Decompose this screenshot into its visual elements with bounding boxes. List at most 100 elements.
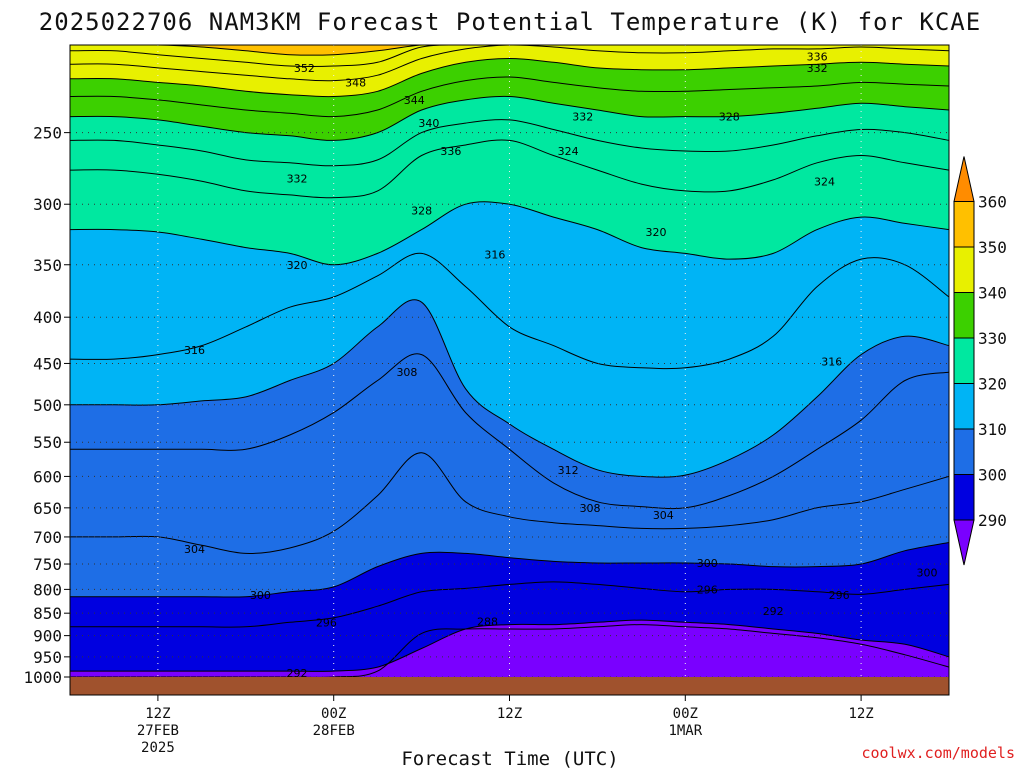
contour-label: 332 [287, 173, 308, 186]
isentrope-336 [70, 76, 949, 118]
y-tick-label: 1000 [23, 668, 62, 687]
isentrope-352 [70, 45, 949, 56]
contour-label: 316 [821, 356, 842, 369]
y-tick-label: 800 [33, 580, 62, 599]
y-tick-label: 750 [33, 555, 62, 574]
y-tick-label: 350 [33, 256, 62, 275]
ground-surface [70, 677, 949, 695]
y-tick-label: 450 [33, 354, 62, 373]
contour-label: 348 [345, 76, 366, 89]
isentrope-348 [70, 45, 949, 67]
colorbar-label: 310 [978, 420, 1007, 439]
isentrope-332 [70, 95, 949, 141]
contour-label: 296 [829, 589, 850, 602]
contour-label: 320 [287, 259, 308, 272]
contour-label: 300 [917, 566, 938, 579]
colorbar-segment [953, 246, 975, 293]
colorbar-segment [953, 292, 975, 339]
colorbar-segment [953, 428, 975, 475]
colorbar-segment [953, 383, 975, 430]
contour-label: 352 [294, 62, 315, 75]
isentrope-292 [70, 619, 949, 672]
y-tick-label: 500 [33, 396, 62, 415]
isentrope-340 [70, 57, 949, 98]
potential-temperature-fill [70, 45, 949, 678]
isentrope-contours [70, 45, 949, 678]
contour-label: 304 [653, 509, 674, 522]
y-tick-label: 600 [33, 467, 62, 486]
isentrope-300 [70, 542, 949, 598]
y-tick-label: 850 [33, 604, 62, 623]
colorbar-label: 290 [978, 511, 1007, 530]
colorbar-segment [953, 201, 975, 248]
contour-labels: 3523483443403363323283203163163163083123… [184, 51, 938, 680]
x-tick-label: 2025 [141, 740, 175, 756]
y-tick-label: 650 [33, 499, 62, 518]
contour-label: 324 [558, 145, 579, 158]
y-tick-label: 400 [33, 308, 62, 327]
y-tick-label: 950 [33, 648, 62, 667]
colorbar-triangle-high [953, 156, 975, 202]
isentrope-304 [70, 452, 949, 554]
isentrope-316 [70, 252, 949, 370]
contour-label: 316 [484, 249, 505, 262]
contour-label: 340 [418, 117, 439, 130]
x-tick-label: 12Z [497, 706, 522, 722]
credit-link[interactable]: coolwx.com/models [861, 744, 1015, 762]
chart-title: 2025022706 NAM3KM Forecast Potential Tem… [39, 8, 981, 36]
contour-label: 312 [558, 464, 579, 477]
x-tick-label: 1MAR [668, 723, 702, 739]
isentrope-296 [70, 581, 949, 628]
x-tick-label: 28FEB [313, 723, 355, 739]
colorbar-label: 360 [978, 193, 1007, 212]
contour-label: 300 [697, 557, 718, 570]
contour-label: 292 [763, 605, 784, 618]
isentrope-312 [70, 299, 949, 478]
x-tick-label: 27FEB [137, 723, 179, 739]
x-tick-label: 12Z [145, 706, 170, 722]
contour-label: 324 [814, 175, 835, 188]
y-tick-label: 900 [33, 627, 62, 646]
ground-bar [70, 677, 949, 695]
contour-label: 292 [287, 667, 308, 680]
contour-label: 308 [580, 502, 601, 515]
x-tick-label: 00Z [321, 706, 346, 722]
contour-label: 332 [807, 62, 828, 75]
y-tick-label: 550 [33, 433, 62, 452]
y-tick-label: 700 [33, 528, 62, 547]
contour-label: 332 [572, 111, 593, 124]
isentrope-344 [70, 45, 949, 82]
contour-label: 304 [184, 543, 205, 556]
y-tick-label: 250 [33, 124, 62, 143]
contour-label: 320 [646, 226, 667, 239]
contour-label: 336 [440, 145, 461, 158]
contour-label: 300 [250, 589, 271, 602]
colorbar-segment [953, 474, 975, 521]
isentrope-308 [70, 353, 949, 510]
contour-label: 316 [184, 344, 205, 357]
colorbar-label: 300 [978, 466, 1007, 485]
contour-label: 328 [719, 111, 740, 124]
colorbar-triangle-low [953, 519, 975, 566]
isentrope-324 [70, 139, 949, 199]
x-tick-label: 12Z [848, 706, 873, 722]
colorbar-label: 350 [978, 238, 1007, 257]
colorbar-label: 320 [978, 375, 1007, 394]
contour-label: 344 [404, 94, 425, 107]
colorbar-segment [953, 337, 975, 384]
contour-label: 336 [807, 51, 828, 64]
contour-label: 288 [477, 615, 498, 628]
x-tick-label: 00Z [673, 706, 698, 722]
colorbar: 290 300 310 320 330 340 350 360 [953, 156, 1007, 566]
band-above-352 [70, 45, 949, 56]
pressure-axis: 250 300 350 400 450 500 550 600 650 700 750 800 850 9… [23, 124, 70, 687]
contour-label: 296 [697, 583, 718, 596]
isentrope-328 [70, 119, 949, 167]
contour-label: 296 [316, 616, 337, 629]
contour-label: 308 [396, 366, 417, 379]
x-axis-label: Forecast Time (UTC) [401, 748, 618, 768]
y-tick-label: 300 [33, 195, 62, 214]
colorbar-label: 330 [978, 329, 1007, 348]
